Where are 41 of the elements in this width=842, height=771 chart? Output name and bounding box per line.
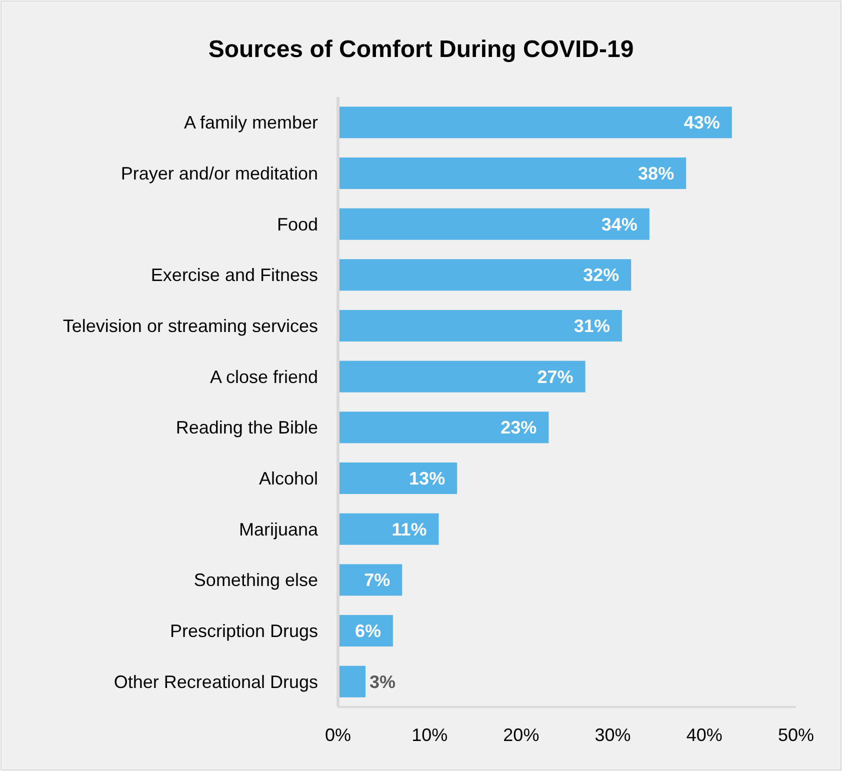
data-label: 27% — [537, 366, 574, 387]
y-tick-label: A close friend — [210, 366, 318, 387]
x-tick-label: 0% — [324, 725, 352, 745]
x-tick-label: 20% — [503, 725, 540, 745]
data-label: 11% — [392, 519, 427, 540]
bar — [338, 412, 549, 444]
data-label: 13% — [409, 468, 446, 489]
data-label: 31% — [574, 316, 610, 336]
y-tick-label: Television or streaming services — [62, 316, 318, 336]
y-tick-label: Alcohol — [258, 468, 318, 489]
data-label: 3% — [369, 672, 396, 692]
bar — [338, 259, 632, 291]
bar — [338, 666, 366, 698]
y-tick-label: Prescription Drugs — [170, 621, 318, 642]
x-tick-label: 40% — [686, 725, 722, 745]
bar — [338, 157, 686, 190]
bar — [338, 106, 732, 138]
data-label: 6% — [354, 621, 381, 642]
bar — [338, 462, 458, 494]
data-label: 34% — [601, 214, 638, 234]
y-tick-label: Other Recreational Drugs — [114, 672, 318, 692]
y-tick-label: Reading the Bible — [176, 418, 318, 438]
data-label: 38% — [638, 164, 674, 184]
bar — [338, 310, 622, 342]
y-tick-label: Exercise and Fitness — [150, 265, 318, 286]
data-label: 23% — [500, 418, 537, 438]
x-tick-label: 10% — [412, 725, 448, 745]
y-tick-label: Food — [276, 214, 318, 234]
y-tick-label: Something else — [194, 570, 318, 590]
bar — [338, 513, 439, 545]
data-label: 32% — [583, 265, 620, 286]
y-tick-label: Marijuana — [238, 519, 319, 540]
data-label: 43% — [684, 112, 720, 133]
x-tick-label: 30% — [594, 725, 631, 745]
y-tick-label: A family member — [184, 112, 318, 133]
data-label: 7% — [364, 570, 390, 590]
bar — [338, 360, 586, 392]
y-tick-label: Prayer and/or meditation — [120, 164, 318, 184]
chart-title: Sources of Comfort During COVID-19 — [208, 36, 634, 63]
x-tick-label: 50% — [778, 725, 814, 745]
bar — [338, 208, 650, 240]
